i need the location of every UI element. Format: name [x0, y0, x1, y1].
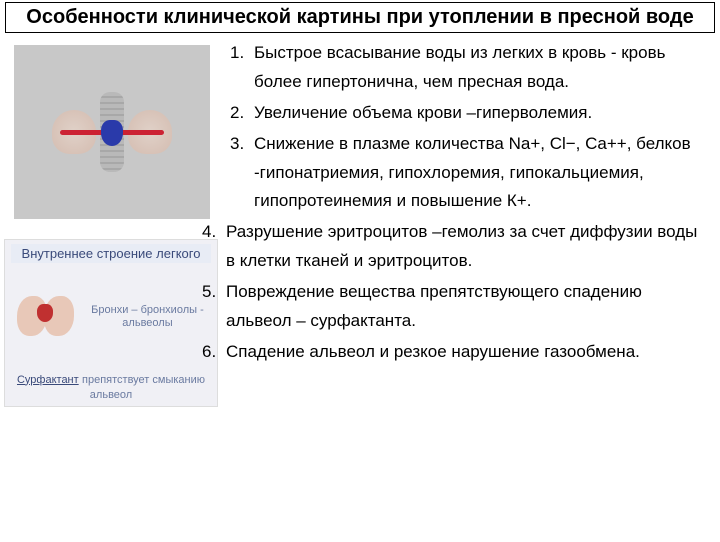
list-item: 4. Разрушение эритроцитов –гемолиз за сч… — [202, 218, 708, 276]
numbered-list: 1. Быстрое всасывание воды из легких в к… — [224, 39, 714, 369]
item-text: Спадение альвеол и резкое нарушение газо… — [226, 338, 640, 367]
item-text: Увеличение объема крови –гиперволемия. — [254, 99, 592, 128]
item-number: 1. — [230, 39, 254, 68]
list-item: 2. Увеличение объема крови –гиперволемия… — [224, 99, 708, 128]
item-number: 5. — [202, 278, 226, 307]
image2-title: Внутреннее строение легкого — [11, 244, 211, 263]
list-item: 6. Спадение альвеол и резкое нарушение г… — [202, 338, 708, 367]
item-text: Разрушение эритроцитов –гемолиз за счет … — [226, 218, 708, 276]
thorax-illustration — [14, 45, 210, 219]
lung-sketch — [42, 92, 182, 172]
item-text: Быстрое всасывание воды из легких в кров… — [254, 39, 708, 97]
item-text: Повреждение вещества препятствующего спа… — [226, 278, 708, 336]
slide-title: Особенности клинической картины при утоп… — [5, 2, 715, 33]
lung-structure-illustration: Внутреннее строение легкого Бронхи – бро… — [4, 239, 218, 407]
item-number: 4. — [202, 218, 226, 247]
item-number: 6. — [202, 338, 226, 367]
surfactant-caption: Сурфактант препятствует смыканию альвеол — [11, 372, 211, 402]
list-item: 5. Повреждение вещества препятствующего … — [202, 278, 708, 336]
mini-thorax-sketch — [11, 290, 80, 344]
surfactant-desc: препятствует смыканию альвеол — [82, 374, 205, 401]
heart-shape — [101, 120, 123, 146]
item-text: Снижение в плазме количества Na+, Cl−, C… — [254, 130, 708, 217]
item-number: 2. — [230, 99, 254, 128]
surfactant-label: Сурфактант — [17, 374, 79, 386]
item-number: 3. — [230, 130, 254, 159]
list-item: 1. Быстрое всасывание воды из легких в к… — [224, 39, 708, 97]
image2-subtitle: Бронхи – бронхиолы - альвеолы — [84, 304, 211, 330]
list-item: 3. Снижение в плазме количества Na+, Cl−… — [224, 130, 708, 217]
